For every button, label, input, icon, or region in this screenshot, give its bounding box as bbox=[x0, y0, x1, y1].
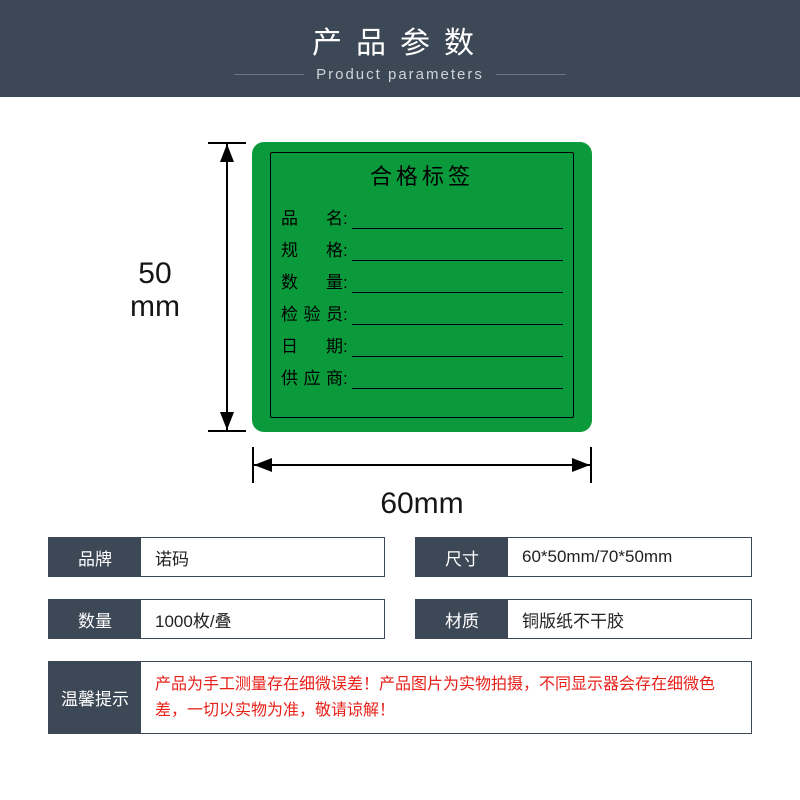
label-field-blank bbox=[352, 261, 563, 293]
label-field-row: 规格: bbox=[281, 229, 563, 261]
height-dimension-text: 50 mm bbox=[130, 257, 180, 323]
spec-value: 60*50mm/70*50mm bbox=[508, 538, 751, 576]
spec-cell: 材质 铜版纸不干胶 bbox=[415, 599, 752, 639]
spec-row: 数量 1000枚/叠 材质 铜版纸不干胶 bbox=[48, 599, 752, 639]
spec-row: 品牌 诺码 尺寸 60*50mm/70*50mm bbox=[48, 537, 752, 577]
spec-key: 尺寸 bbox=[416, 538, 508, 576]
label-field-blank bbox=[352, 229, 563, 261]
spec-cell: 尺寸 60*50mm/70*50mm bbox=[415, 537, 752, 577]
notice-value: 产品为手工测量存在细微误差！产品图片为实物拍摄，不同显示器会存在细微色差，一切以… bbox=[141, 662, 751, 733]
label-field-name: 规格 bbox=[281, 236, 343, 261]
spec-key: 品牌 bbox=[49, 538, 141, 576]
product-diagram: 50 mm 合格标签 品名:规格:数量:检验员:日期:供应商: 60mm bbox=[0, 97, 800, 537]
spec-key: 数量 bbox=[49, 600, 141, 638]
label-title: 合格标签 bbox=[281, 159, 563, 191]
label-field-blank bbox=[352, 197, 563, 229]
header-subtitle-wrap: Product parameters bbox=[0, 66, 800, 83]
label-field-row: 检验员: bbox=[281, 293, 563, 325]
spec-value: 诺码 bbox=[141, 538, 384, 576]
spec-table: 品牌 诺码 尺寸 60*50mm/70*50mm 数量 1000枚/叠 材质 铜… bbox=[0, 537, 800, 734]
spec-key: 材质 bbox=[416, 600, 508, 638]
width-dimension-text: 60mm bbox=[252, 487, 592, 521]
label-field-name: 检验员 bbox=[281, 300, 343, 325]
label-field-row: 日期: bbox=[281, 325, 563, 357]
spec-cell: 数量 1000枚/叠 bbox=[48, 599, 385, 639]
header-banner: 产品参数 Product parameters bbox=[0, 0, 800, 97]
notice-row: 温馨提示 产品为手工测量存在细微误差！产品图片为实物拍摄，不同显示器会存在细微色… bbox=[48, 661, 752, 734]
label-field-name: 品名 bbox=[281, 204, 343, 229]
label-field-name: 数量 bbox=[281, 268, 343, 293]
product-label: 合格标签 品名:规格:数量:检验员:日期:供应商: bbox=[252, 142, 592, 432]
notice-key: 温馨提示 bbox=[49, 662, 141, 733]
label-field-blank bbox=[352, 325, 563, 357]
divider-line bbox=[234, 74, 304, 75]
label-field-row: 数量: bbox=[281, 261, 563, 293]
label-field-row: 供应商: bbox=[281, 357, 563, 389]
header-title-cn: 产品参数 bbox=[0, 18, 800, 62]
divider-line bbox=[496, 74, 566, 75]
spec-value: 1000枚/叠 bbox=[141, 600, 384, 638]
label-field-blank bbox=[352, 357, 563, 389]
header-title-en: Product parameters bbox=[304, 66, 496, 83]
product-label-inner: 合格标签 品名:规格:数量:检验员:日期:供应商: bbox=[270, 152, 574, 418]
label-field-name: 供应商 bbox=[281, 364, 343, 389]
label-field-name: 日期 bbox=[281, 332, 343, 357]
label-field-blank bbox=[352, 293, 563, 325]
spec-cell: 品牌 诺码 bbox=[48, 537, 385, 577]
spec-value: 铜版纸不干胶 bbox=[508, 600, 751, 638]
label-field-row: 品名: bbox=[281, 197, 563, 229]
